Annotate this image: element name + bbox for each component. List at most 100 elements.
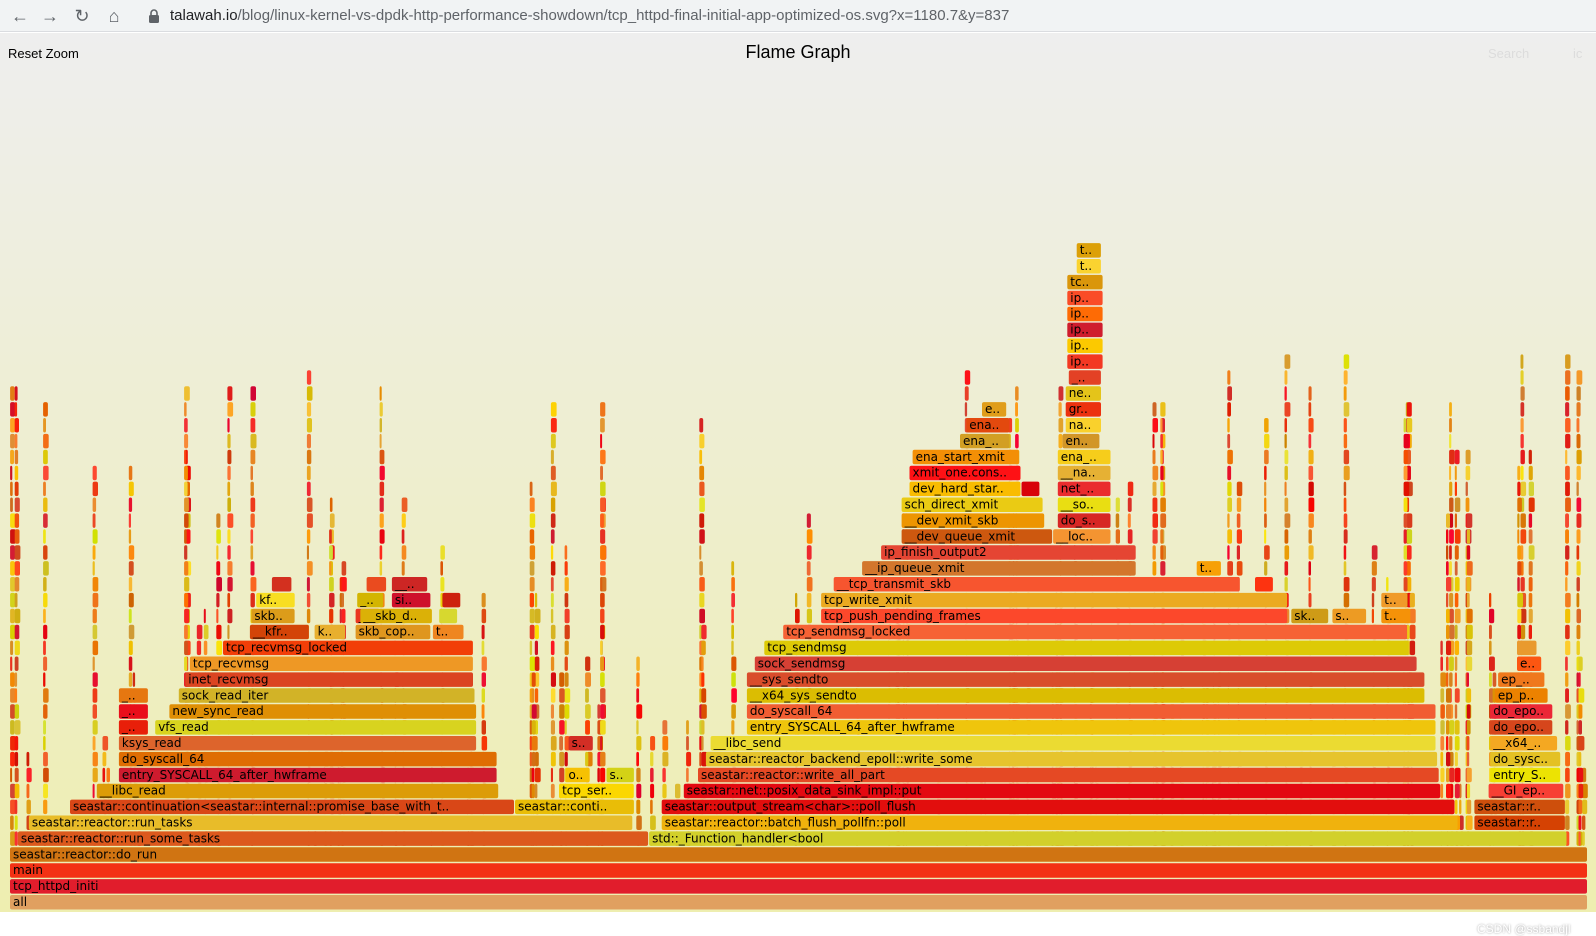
flame-frame-stub[interactable] [1565,497,1571,513]
flame-frame-stub[interactable] [559,751,565,767]
flame-frame-stub[interactable] [43,751,48,767]
flame-frame-stub[interactable] [250,402,256,417]
flame-frame-stub[interactable] [1454,449,1460,465]
flame-frame[interactable] [256,592,295,608]
flame-frame-stub[interactable] [1565,545,1570,560]
flame-frame-stub[interactable] [1454,465,1457,481]
flame-frame-stub[interactable] [14,624,20,640]
flame-frame-stub[interactable] [1489,656,1495,672]
flame-frame-stub[interactable] [550,720,555,735]
flame-frame-stub[interactable] [564,672,569,687]
flame-frame-stub[interactable] [128,577,133,592]
flame-frame-stub[interactable] [600,688,606,703]
flame-frame-stub[interactable] [1152,513,1159,528]
flame-frame-stub[interactable] [529,751,533,767]
flame-frame[interactable] [1490,704,1553,719]
flame-frame-stub[interactable] [1466,561,1473,576]
flame-frame-stub[interactable] [43,767,49,783]
flame-frame-stub[interactable] [14,418,19,433]
flame-frame-stub[interactable] [227,449,232,465]
flame-frame[interactable] [1474,799,1565,815]
flame-frame-stub[interactable] [1520,370,1524,385]
flame-frame[interactable] [960,433,1010,449]
flame-frame-stub[interactable] [559,688,565,703]
flame-frame-stub[interactable] [1454,656,1458,672]
flame-frame[interactable] [118,720,148,735]
flame-frame-stub[interactable] [1576,592,1580,608]
flame-frame-stub[interactable] [128,481,134,497]
flame-frame-stub[interactable] [699,418,704,433]
flame-frame[interactable] [1067,322,1103,338]
flame-frame-stub[interactable] [250,449,256,465]
flame-frame[interactable] [901,513,1045,528]
flame-frame-stub[interactable] [1520,545,1524,560]
flame-frame-stub[interactable] [379,529,385,544]
flame-frame-stub[interactable] [184,592,189,608]
flame-frame-stub[interactable] [1565,354,1571,369]
flame-frame-stub[interactable] [203,640,208,656]
flame-frame-stub[interactable] [1406,545,1412,560]
flame-frame-stub[interactable] [1308,497,1315,513]
flame-frame-stub[interactable] [227,465,231,481]
flame-frame-stub[interactable] [1236,545,1240,560]
flame-frame-stub[interactable] [1565,577,1568,592]
flame-frame-stub[interactable] [699,751,702,767]
flame-frame-stub[interactable] [1520,449,1525,465]
flame-frame-stub[interactable] [92,767,98,783]
flame-frame-stub[interactable] [1409,624,1416,640]
flame-frame-stub[interactable] [102,751,107,767]
flame-frame-stub[interactable] [1343,592,1350,608]
flame-frame-stub[interactable] [306,592,311,608]
flame-frame-stub[interactable] [1565,656,1568,672]
flame-frame-stub[interactable] [806,561,811,576]
flame-frame-stub[interactable] [564,608,570,624]
flame-frame-stub[interactable] [1565,386,1570,401]
flame-frame-stub[interactable] [1127,513,1131,528]
flame-frame-stub[interactable] [92,497,97,513]
flame-frame-stub[interactable] [1520,386,1525,401]
flame-frame-stub[interactable] [1446,672,1449,687]
flame-frame-stub[interactable] [1565,783,1571,799]
flame-frame-stub[interactable] [329,561,332,576]
flame-frame-stub[interactable] [1227,497,1232,513]
flame-frame-stub[interactable] [43,545,48,560]
flame-frame-stub[interactable] [1565,751,1570,767]
flame-frame-stub[interactable] [1406,402,1412,417]
flame-frame-stub[interactable] [1578,751,1582,767]
flame-frame-stub[interactable] [10,815,14,831]
flame-frame-stub[interactable] [184,640,188,656]
flame-frame-stub[interactable] [1520,402,1525,417]
flame-frame-stub[interactable] [401,513,406,528]
flame-frame-stub[interactable] [529,736,533,751]
flame-frame-stub[interactable] [1466,767,1472,783]
flame-frame-stub[interactable] [1449,736,1453,751]
flame-frame[interactable] [1067,338,1103,354]
flame-frame-stub[interactable] [379,497,384,513]
flame-frame-stub[interactable] [184,418,188,433]
flame-frame[interactable] [746,688,1425,703]
flame-frame-stub[interactable] [1528,481,1534,497]
flame-frame-stub[interactable] [1227,402,1231,417]
flame-frame-stub[interactable] [534,608,541,624]
flame-frame-stub[interactable] [1528,624,1532,640]
flame-frame-stub[interactable] [10,624,16,640]
flame-frame-stub[interactable] [481,672,486,687]
flame-frame[interactable] [10,847,1587,862]
flame-frame-stub[interactable] [550,449,554,465]
flame-frame-stub[interactable] [1454,767,1461,783]
flame-frame-stub[interactable] [250,418,256,433]
flame-frame-stub[interactable] [550,608,554,624]
flame-frame-stub[interactable] [529,481,533,497]
flame-frame-stub[interactable] [1576,545,1580,560]
flame-frame[interactable] [683,783,1441,799]
flame-frame-stub[interactable] [1264,561,1268,576]
flame-frame-stub[interactable] [196,624,203,640]
flame-frame-stub[interactable] [128,624,135,640]
flame-frame[interactable] [1196,561,1221,576]
flame-frame-stub[interactable] [184,402,187,417]
flame-frame-stub[interactable] [1058,418,1064,433]
flame-frame-stub[interactable] [1227,418,1230,433]
flame-frame-stub[interactable] [43,529,46,544]
flame-frame-stub[interactable] [1440,767,1445,783]
flame-frame-stub[interactable] [731,624,734,640]
